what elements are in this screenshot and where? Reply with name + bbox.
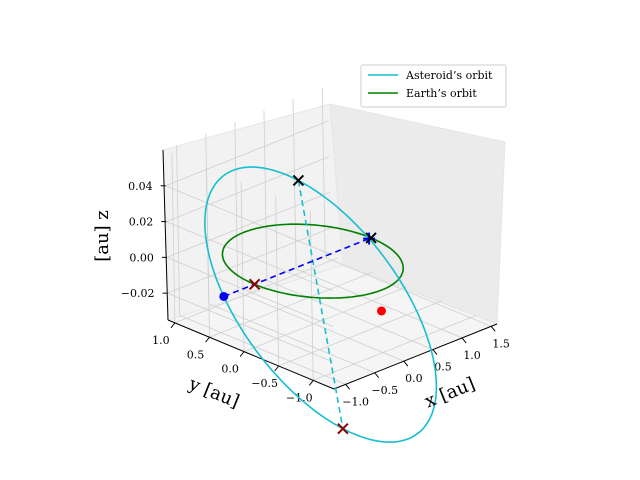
x-tick: [345, 384, 351, 390]
tick-marks: −1.0−0.50.00.51.01.5−1.0−0.50.00.51.0−0.…: [121, 180, 510, 409]
x-axis-line: [333, 323, 498, 390]
grid-back-x: [263, 110, 268, 281]
y-tick: [239, 351, 245, 357]
y-tick-label: 1.0: [152, 334, 170, 347]
grid-left-z: [166, 221, 333, 291]
grid-floor-x: [295, 268, 463, 339]
z-axis-line: [162, 149, 169, 321]
grid-floor-y: [278, 300, 442, 367]
aphelion-marker: [337, 422, 349, 435]
z-axis-label: [au] z: [92, 210, 113, 262]
grid-floor-x: [179, 314, 346, 385]
x-tick: [461, 337, 467, 344]
x-tick: [374, 372, 380, 379]
legend-label-asteroid: Asteroid’s orbit: [405, 69, 493, 82]
apsis-line: [297, 180, 344, 429]
asteroid-position-marker: [376, 306, 386, 316]
x-tick: [432, 349, 438, 355]
earth-orbit-marker: [248, 278, 261, 291]
y-tick: [170, 322, 176, 329]
grid-floor-x: [325, 256, 492, 327]
grid-floor-x: [208, 303, 375, 374]
y-tick: [274, 365, 280, 372]
legend-label-earth: Earth’s orbit: [406, 87, 477, 100]
grid-back-x: [176, 145, 181, 316]
grid-floor-x: [266, 280, 434, 350]
z-tick-label: −0.02: [121, 287, 155, 300]
ascending-node-marker: [219, 291, 229, 301]
grid-left-z: [167, 292, 334, 363]
y-tick-label: 0.5: [187, 348, 205, 361]
grid-back-x: [234, 122, 239, 293]
z-tick-label: 0.02: [129, 216, 154, 229]
grid-floor-y: [313, 315, 477, 381]
grid-back-z: [165, 120, 329, 187]
y-tick: [205, 336, 210, 343]
x-tick-label: 1.5: [492, 337, 510, 350]
grid-back-z: [166, 156, 330, 222]
y-tick-label: 0.0: [221, 363, 239, 376]
z-tick-label: 0.04: [128, 180, 153, 193]
grid-left-y: [171, 152, 176, 323]
x-tick: [403, 360, 409, 367]
x-tick-label: −0.5: [371, 384, 398, 397]
chart-series: [204, 166, 438, 443]
x-tick-label: 1.0: [463, 349, 481, 362]
y-tick-label: −0.5: [251, 377, 278, 390]
earth-orbit-marker: [365, 232, 377, 244]
legend: Asteroid’s orbit Earth’s orbit: [360, 64, 507, 108]
grid-floor-y: [243, 286, 408, 352]
x-tick-label: 0.5: [434, 361, 452, 374]
grid-back-x: [321, 87, 326, 258]
grid-floor-x: [237, 291, 405, 362]
grid-left-z: [166, 256, 334, 327]
x-tick-label: 0.0: [405, 372, 423, 385]
x-axis-label: x [au]: [422, 373, 478, 412]
grid-back-z: [167, 227, 331, 294]
grid-floor-y: [209, 271, 373, 338]
grid-floor-y: [174, 257, 339, 324]
grid-lines: [165, 87, 492, 385]
perihelion-marker: [292, 174, 305, 187]
y-axis-label: y [au]: [185, 373, 242, 412]
node-line: [223, 237, 370, 298]
y-axis-line: [167, 319, 335, 390]
x-tick-label: −1.0: [342, 395, 369, 408]
grid-left-z: [165, 185, 332, 256]
x-tick: [490, 326, 496, 332]
z-tick-label: 0.00: [129, 251, 154, 264]
y-tick: [308, 380, 314, 386]
